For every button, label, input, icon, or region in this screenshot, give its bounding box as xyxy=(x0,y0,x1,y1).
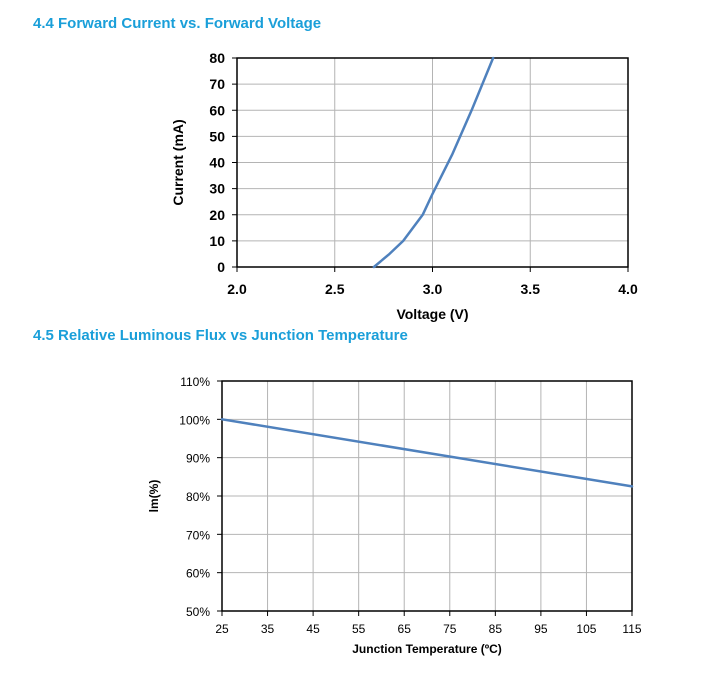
fc-x-tick-label-4: 4.0 xyxy=(618,281,638,297)
fc-series-line-0 xyxy=(372,56,495,269)
lf-y-tick-label-4: 90% xyxy=(186,452,210,466)
fc-y-tick-label-1: 10 xyxy=(209,233,225,249)
fc-x-tick-label-2: 3.0 xyxy=(423,281,443,297)
lf-y-tick-label-3: 80% xyxy=(186,490,210,504)
fc-y-tick-label-6: 60 xyxy=(209,102,225,118)
fc-x-tick-label-3: 3.5 xyxy=(521,281,541,297)
lf-x-tick-label-5: 75 xyxy=(443,622,457,636)
lf-x-tick-label-9: 115 xyxy=(622,622,641,636)
fc-x-tick-label-1: 2.5 xyxy=(325,281,345,297)
lf-y-tick-label-5: 100% xyxy=(179,413,210,427)
fc-y-tick-label-4: 40 xyxy=(209,155,225,171)
lf-y-axis-label: lm(%) xyxy=(147,480,161,513)
fc-y-tick-label-8: 80 xyxy=(209,50,225,66)
lf-series-line-0 xyxy=(220,418,634,488)
lf-x-tick-label-7: 95 xyxy=(534,622,548,636)
lf-x-tick-label-6: 85 xyxy=(489,622,503,636)
fc-x-axis-label: Voltage (V) xyxy=(396,306,468,322)
lf-x-tick-label-0: 25 xyxy=(215,622,229,636)
lf-x-tick-label-1: 35 xyxy=(261,622,275,636)
fc-x-tick-label-0: 2.0 xyxy=(227,281,247,297)
fc-y-tick-label-0: 0 xyxy=(217,259,225,275)
lf-x-tick-label-3: 55 xyxy=(352,622,366,636)
fc-y-tick-label-2: 20 xyxy=(209,207,225,223)
lf-x-tick-label-8: 105 xyxy=(576,622,596,636)
lf-y-tick-label-1: 60% xyxy=(186,567,210,581)
lf-y-tick-label-0: 50% xyxy=(186,605,210,619)
fc-y-axis-label: Current (mA) xyxy=(170,119,186,205)
lf-y-tick-label-6: 110% xyxy=(180,375,210,389)
section-title-forward-current: 4.4 Forward Current vs. Forward Voltage xyxy=(33,15,322,32)
lf-x-tick-label-4: 65 xyxy=(398,622,412,636)
fc-y-tick-label-5: 50 xyxy=(209,128,225,144)
fc-y-tick-label-7: 70 xyxy=(209,76,225,92)
section-title-luminous-flux: 4.5 Relative Luminous Flux vs Junction T… xyxy=(33,327,408,344)
fc-y-tick-label-3: 30 xyxy=(209,181,225,197)
lf-y-tick-label-2: 70% xyxy=(186,528,210,542)
lf-x-axis-label: Junction Temperature (ºC) xyxy=(352,642,502,656)
lf-x-tick-label-2: 45 xyxy=(306,622,320,636)
